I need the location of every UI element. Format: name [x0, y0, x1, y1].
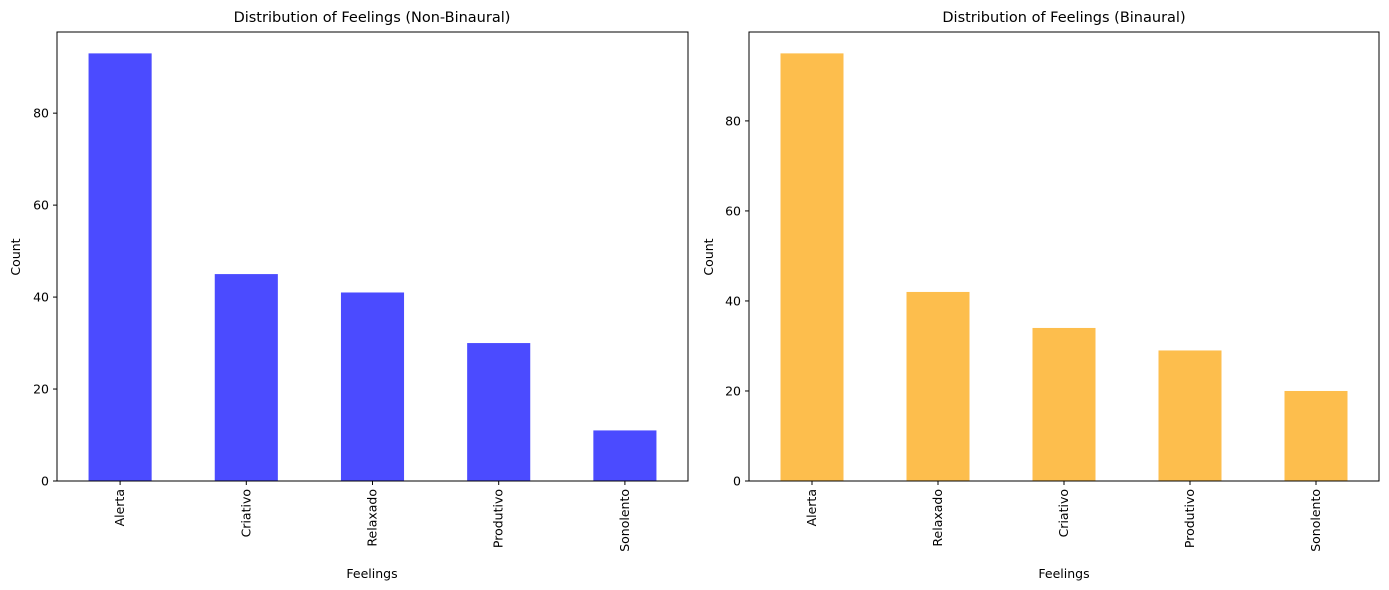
- plot-frame: [56, 31, 689, 482]
- bar: [214, 274, 278, 481]
- x-tick-label: Relaxado: [365, 489, 380, 547]
- bar: [1032, 327, 1096, 481]
- y-tick-label: 80: [33, 106, 49, 121]
- y-axis-label: Count: [8, 238, 23, 275]
- y-tick-label: 60: [33, 198, 49, 213]
- chart-title: Distribution of Feelings (Non-Binaural): [234, 10, 511, 26]
- x-tick-label: Sonolento: [1308, 489, 1323, 552]
- x-tick-label: Alerta: [804, 489, 819, 526]
- bar-group: [780, 53, 1348, 481]
- bar-group: [88, 53, 657, 481]
- x-axis-label: Feelings: [346, 566, 397, 581]
- x-axis-label: Feelings: [1038, 566, 1089, 581]
- x-tick-label: Produtivo: [1182, 489, 1197, 548]
- y-axis-ticks: 0 20 40 60 80: [725, 113, 749, 489]
- bar: [593, 430, 657, 481]
- x-tick-label: Criativo: [238, 489, 253, 537]
- bar: [780, 53, 844, 481]
- y-tick-label: 20: [33, 382, 49, 397]
- bar: [467, 343, 531, 481]
- chart-non-binaural: Distribution of Feelings (Non-Binaural) …: [8, 10, 689, 581]
- y-tick-label: 20: [725, 383, 741, 398]
- chart-title: Distribution of Feelings (Binaural): [942, 10, 1185, 26]
- y-axis-ticks: 0 20 40 60 80: [33, 106, 57, 489]
- bar: [1284, 390, 1348, 481]
- plot-frame: [748, 31, 1380, 482]
- y-tick-label: 40: [725, 293, 741, 308]
- y-axis-label: Count: [701, 238, 716, 275]
- x-tick-label: Alerta: [112, 489, 127, 526]
- bar: [340, 292, 405, 481]
- bar: [906, 291, 970, 481]
- x-tick-label: Produtivo: [491, 489, 506, 548]
- x-tick-label: Sonolento: [617, 489, 632, 552]
- x-tick-label: Relaxado: [930, 489, 945, 547]
- y-tick-label: 0: [41, 474, 49, 489]
- y-tick-label: 80: [725, 113, 741, 128]
- x-axis-ticks: Alerta Relaxado Criativo Produtivo Sonolento: [804, 481, 1323, 552]
- y-tick-label: 40: [33, 290, 49, 305]
- bar: [1158, 350, 1222, 481]
- chart-binaural: Distribution of Feelings (Binaural) Feel…: [701, 10, 1380, 581]
- y-tick-label: 60: [725, 203, 741, 218]
- bar: [88, 53, 152, 481]
- y-tick-label: 0: [733, 474, 741, 489]
- x-axis-ticks: Alerta Criativo Relaxado Produtivo Sonolento: [112, 481, 632, 552]
- x-tick-label: Criativo: [1056, 489, 1071, 537]
